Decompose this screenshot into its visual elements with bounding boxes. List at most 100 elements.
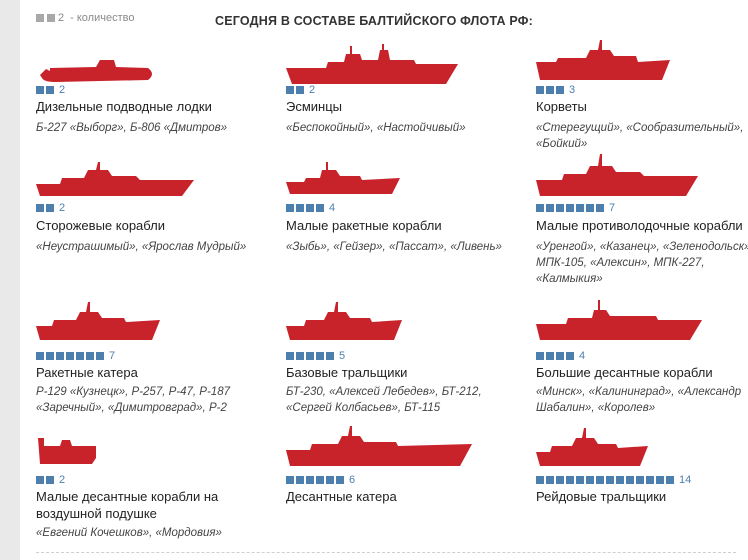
count-square [36, 476, 44, 484]
count-square [326, 476, 334, 484]
count-square [596, 476, 604, 484]
count-indicator: 7 [536, 202, 615, 214]
infographic-panel [20, 0, 748, 560]
count-square [536, 476, 544, 484]
count-square [586, 204, 594, 212]
count-square [586, 476, 594, 484]
ship-names-list: «Зыбь», «Гейзер», «Пассат», «Ливень» [286, 241, 502, 253]
count-number: 6 [349, 474, 356, 486]
count-square [46, 204, 54, 212]
count-number: 2 [59, 84, 66, 96]
corvette-icon [536, 36, 670, 82]
count-square [36, 204, 44, 212]
count-square [326, 352, 334, 360]
count-square [316, 204, 324, 212]
ship-names-list: «Неустрашимый», «Ярослав Мудрый» [36, 241, 247, 253]
count-square [626, 476, 634, 484]
divider [36, 552, 736, 553]
ship-class-name: Эсминцы [286, 99, 343, 114]
count-square [536, 204, 544, 212]
count-square [46, 352, 54, 360]
legend-square [47, 14, 55, 22]
missile-boat-icon [36, 300, 160, 342]
count-indicator: 3 [536, 84, 575, 96]
count-indicator: 2 [286, 84, 315, 96]
count-indicator: 7 [36, 350, 115, 362]
count-indicator: 4 [536, 350, 585, 362]
count-square [536, 352, 544, 360]
count-square [46, 476, 54, 484]
count-number: 3 [569, 84, 576, 96]
count-square [616, 476, 624, 484]
ship-class-name: Дизельные подводные лодки [36, 99, 212, 114]
count-square [646, 476, 654, 484]
count-square [66, 352, 74, 360]
count-number: 2 [59, 474, 66, 486]
count-square [296, 86, 304, 94]
count-square [536, 86, 544, 94]
count-square [546, 86, 554, 94]
count-square [556, 476, 564, 484]
count-square [576, 204, 584, 212]
ship-names-list: «Беспокойный», «Настойчивый» [286, 122, 466, 134]
count-square [596, 204, 604, 212]
count-square [546, 476, 554, 484]
ship-class-name: Малые десантные корабли на воздушной под… [36, 489, 219, 521]
count-indicator: 14 [536, 474, 691, 486]
count-indicator: 5 [286, 350, 345, 362]
count-square [286, 86, 294, 94]
count-square [286, 204, 294, 212]
count-square [46, 86, 54, 94]
count-number: 2 [309, 84, 316, 96]
legend-count: 2 [58, 12, 65, 24]
count-square [306, 204, 314, 212]
count-indicator: 2 [36, 84, 65, 96]
ship-class-name: Базовые тральщики [286, 365, 408, 380]
count-square [566, 352, 574, 360]
count-number: 4 [329, 202, 336, 214]
ship-names-list: «Уренгой», «Казанец», «Зеленодольск», МП… [536, 241, 748, 285]
patrol-ship-icon [36, 160, 194, 198]
count-number: 2 [59, 202, 66, 214]
count-square [96, 352, 104, 360]
count-square [296, 204, 304, 212]
submarine-icon [36, 56, 156, 86]
count-square [306, 476, 314, 484]
count-number: 14 [679, 474, 692, 486]
ship-names-list: «Стерегущий», «Сообразительный», «Бойкий… [536, 122, 744, 150]
count-square [316, 352, 324, 360]
count-square [556, 204, 564, 212]
ship-names-list: «Минск», «Калининград», «Александр Шабал… [536, 386, 742, 414]
count-square [296, 476, 304, 484]
count-square [296, 352, 304, 360]
count-square [576, 476, 584, 484]
legend-text: - количество [70, 12, 135, 24]
raid-minesweeper-icon [536, 424, 648, 468]
count-indicator: 2 [36, 202, 65, 214]
ship-class-name: Малые ракетные корабли [286, 218, 442, 233]
page-title: СЕГОДНЯ В СОСТАВЕ БАЛТИЙСКОГО ФЛОТА РФ: [215, 14, 533, 28]
count-square [306, 352, 314, 360]
count-number: 7 [109, 350, 116, 362]
landing-boat-icon [286, 424, 472, 468]
ship-class-name: Корветы [536, 99, 587, 114]
hovercraft-icon [36, 432, 98, 466]
count-indicator: 4 [286, 202, 335, 214]
count-square [56, 352, 64, 360]
ship-names-list: «Евгений Кочешков», «Мордовия» [36, 527, 222, 539]
count-square [566, 204, 574, 212]
count-square [606, 476, 614, 484]
count-square [36, 352, 44, 360]
count-indicator: 2 [36, 474, 65, 486]
ship-class-name: Рейдовые тральщики [536, 489, 667, 504]
count-square [316, 476, 324, 484]
ship-class-name: Сторожевые корабли [36, 218, 165, 233]
count-square [76, 352, 84, 360]
ship-class-name: Ракетные катера [36, 365, 138, 380]
count-square [546, 204, 554, 212]
ship-class-name: Большие десантные корабли [536, 365, 713, 380]
count-square [36, 86, 44, 94]
minesweeper-icon [286, 300, 402, 342]
ship-class-name: Десантные катера [286, 489, 397, 504]
count-square [546, 352, 554, 360]
